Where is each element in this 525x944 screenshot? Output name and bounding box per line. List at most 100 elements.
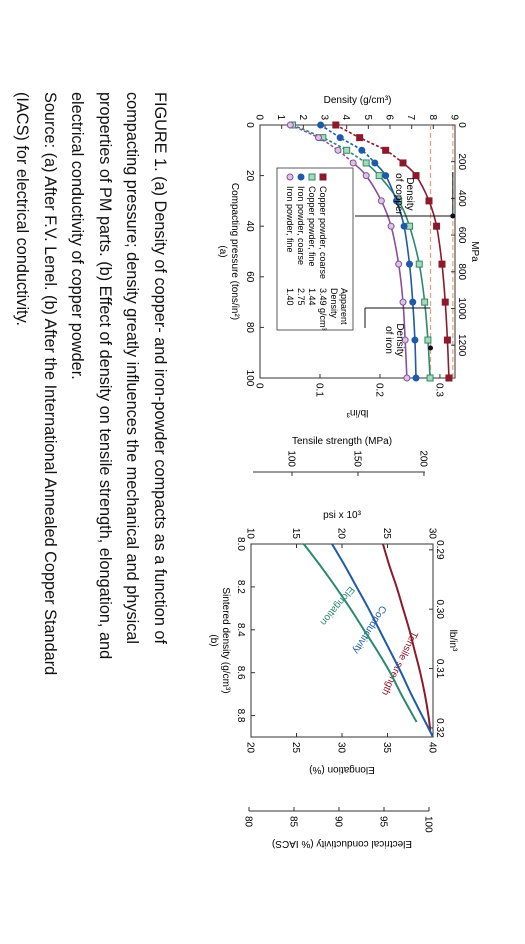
data-point-a [358,146,366,154]
elongation-axis-label: Elongation (%) [309,764,375,775]
reference-label: Density [404,177,415,210]
y-tick-label-a: 4 [340,114,351,120]
x-tick-label-b: 8.2 [235,580,246,594]
psi-tick-label: 25 [381,528,392,540]
legend-header: Density [329,288,339,319]
x-top-tick-label-a: 0 [456,122,467,128]
x-top-tick-label-a: 600 [456,227,467,244]
elongation-tick-label: 20 [245,742,256,754]
panel-label-a: (a) [217,245,228,257]
reference-dot [450,213,456,219]
series-line-b [331,543,434,738]
x-axis-label-b: Sintered density (g/cm³) [220,587,231,693]
x-top-tick-label-b: 0.32 [434,718,445,738]
data-point-a [409,298,417,306]
data-point-a [412,172,420,180]
y-right-axis-label-a: lb/in³ [346,407,368,418]
psi-tick-label: 10 [245,528,256,540]
x-top-tick-label-b: 0.30 [434,599,445,619]
data-point-a [343,146,351,154]
data-point-a [286,121,294,129]
legend-label: Iron powder, coarse [296,186,306,265]
data-point-a [433,222,441,230]
y-right-tick-label-a: 0.2 [373,383,384,397]
reference-label: of copper [393,173,404,215]
mpa-tick-label: 200 [417,450,428,467]
legend-value: 1.40 [285,288,295,306]
series-line-a-dashed [320,124,376,164]
x-tick-label-b: 8.6 [235,666,246,680]
data-point-a [415,260,423,268]
caption-line: FIGURE 1. (a) Density of copper- and iro… [151,92,169,644]
conductivity-tick-label: 80 [243,816,254,828]
y-tick-label-a: 3 [319,114,330,120]
x-top-tick-label-a: 200 [456,153,467,170]
elongation-tick-label: 40 [427,742,438,754]
y-axis-label-a: Density (g/cm³) [324,95,392,106]
data-point-a [421,298,429,306]
reference-dot [428,345,434,351]
x-top-tick-label-b: 0.29 [434,540,445,560]
legend-value: 3.49 g/cm³ [318,288,328,331]
data-point-a [438,260,446,268]
y-tick-label-a: 8 [427,114,438,120]
x-top-tick-label-a: 1200 [456,334,467,357]
x-tick-label-a: 100 [244,370,255,387]
data-point-a [315,134,322,142]
caption-line: Source: (a) After F.V. Lenel. (b) After … [41,92,59,676]
data-point-a [317,121,325,129]
reference-label: of iron [383,326,394,354]
data-point-a [399,298,407,306]
x-top-tick-label-a: 1000 [456,297,467,320]
x-tick-label-b: 8.4 [235,623,246,637]
y-tick-label-a: 1 [275,114,286,120]
psi-tick-label: 30 [427,528,438,540]
data-point-a [349,159,357,167]
x-tick-label-b: 8.0 [235,537,246,551]
data-point-a [424,336,432,344]
legend-value: 2.75 [296,288,306,306]
data-point-a [377,197,385,205]
data-point-a [334,146,342,154]
legend-box [276,167,354,331]
psi-tick-label: 20 [336,528,347,540]
data-point-a [371,159,379,167]
caption-line: electrical conductivity of copper powder… [68,92,87,380]
data-point-a [382,172,390,180]
reference-label: Density [394,323,405,356]
y-tick-label-a: 9 [449,114,460,120]
y-right-tick-label-a: 0.3 [433,383,444,397]
figure-caption: FIGURE 1. (a) Density of copper- and iro… [8,92,173,922]
series-line-b [381,543,432,731]
series-line-a-dashed [335,124,404,164]
legend-marker [308,173,316,181]
data-point-a [403,374,411,382]
data-point-a [362,172,370,180]
data-point-a [393,197,400,205]
data-point-a [445,374,453,382]
data-point-a [336,134,344,142]
legend-marker [286,173,294,181]
conductivity-tick-label: 100 [423,816,434,833]
legend-label: Iron powder, fine [285,186,295,253]
y-tick-label-a: 7 [405,114,416,120]
y-tick-label-a: 5 [362,114,373,120]
caption-line: (IACS) for electrical conductivity. [13,92,32,327]
conductivity-tick-label: 85 [288,816,299,828]
conductivity-axis-label: Electrical conductivity (% IACS) [272,838,412,849]
legend-marker [297,173,305,181]
x-top-tick-label-a: 800 [456,263,467,280]
caption-line: properties of PM parts. (b) Effect of de… [96,92,114,660]
mpa-tick-label: 150 [351,450,362,467]
data-point-a [441,298,449,306]
data-point-a [382,146,390,154]
mpa-axis-label: Tensile strength (MPa) [292,436,392,447]
x-tick-label-a: 0 [244,122,255,128]
x-top-axis-label-b: lb/in³ [447,630,458,652]
data-point-a [425,197,433,205]
legend-header: Apparent [339,288,349,325]
legend-value: 1.44 [307,288,317,306]
x-top-tick-label-a: 400 [456,190,467,207]
